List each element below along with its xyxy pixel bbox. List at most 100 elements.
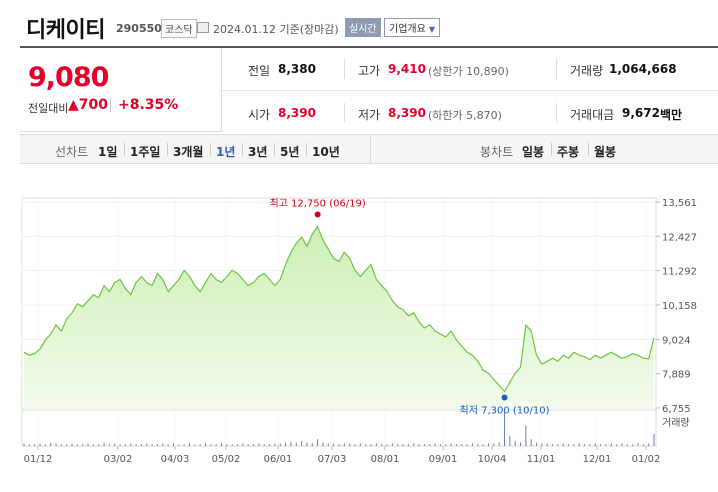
low-value: 8,390 <box>388 106 426 120</box>
up-arrow-icon: ▲ <box>68 97 79 113</box>
volume-bar <box>338 444 340 446</box>
change-value: ▲700 <box>68 97 108 113</box>
volume-bar <box>311 443 313 446</box>
period-tab-5[interactable]: 5년 <box>280 145 300 159</box>
company-info-button[interactable]: 기업개요 ▼ <box>384 18 440 37</box>
price-panel <box>20 48 222 132</box>
volume-bar <box>407 444 409 446</box>
divider <box>556 103 557 123</box>
chart-toolbar <box>20 134 718 164</box>
stats-row-divider <box>222 90 718 91</box>
volume-bar <box>509 435 511 446</box>
y-tick-label: 11,292 <box>662 267 697 278</box>
change-percent: +8.35% <box>118 97 179 113</box>
volume-bar <box>450 443 452 446</box>
volume-bar <box>60 444 62 446</box>
divider <box>306 143 307 156</box>
volume-bar <box>146 443 148 446</box>
y-tick-label: 12,427 <box>662 232 697 243</box>
period-tab-4[interactable]: 3년 <box>248 145 268 159</box>
volume-bar <box>317 439 319 446</box>
volume-bar <box>322 442 324 446</box>
volume-bar <box>301 440 303 446</box>
realtime-badge[interactable]: 실시간 <box>345 18 381 37</box>
volume-bar <box>370 444 372 446</box>
price-chart[interactable]: 13,561 12,427 11,292 10,158 9,024 7,889 6,755 0… <box>0 180 718 492</box>
divider <box>242 143 243 156</box>
volume-bar <box>98 444 100 446</box>
volume-bar <box>568 444 570 446</box>
volume-bar <box>616 444 618 446</box>
volume-bar <box>589 444 591 446</box>
volume-bar <box>423 444 425 446</box>
volume-bar <box>183 444 185 446</box>
divider <box>370 134 371 164</box>
volume-bar <box>151 444 153 446</box>
volume-bar <box>343 443 345 446</box>
volume-bar <box>600 444 602 446</box>
volume-bar <box>552 444 554 446</box>
volume-bar <box>520 442 522 446</box>
volume-bar <box>210 444 212 446</box>
volume-bar <box>172 443 174 446</box>
volume-bar <box>455 444 457 446</box>
volume-bar <box>114 443 116 446</box>
market-badge: 코스닥 <box>161 19 197 38</box>
volume-bar <box>103 442 105 446</box>
volume-bar <box>381 444 383 446</box>
max-annotation: 최고 12,750 (06/19) <box>269 198 365 210</box>
volume-bar <box>418 444 420 446</box>
divider <box>588 143 589 156</box>
volume-bar <box>156 444 158 446</box>
volume-bar <box>28 444 30 446</box>
candle-tab-0[interactable]: 일봉 <box>522 145 545 159</box>
price-line <box>23 225 655 393</box>
volume-bar <box>279 443 281 446</box>
volume-bar <box>205 443 207 446</box>
volume-bar <box>50 442 52 446</box>
divider <box>110 98 111 112</box>
volume-bar <box>167 444 169 446</box>
candle-tab-1[interactable]: 주봉 <box>557 145 580 159</box>
candle-tab-2[interactable]: 월봉 <box>594 145 617 159</box>
volume-bar <box>487 443 489 446</box>
volume-bar <box>536 442 538 446</box>
volume-bar <box>573 444 575 446</box>
volume-bar <box>365 444 367 446</box>
volume-bar <box>402 444 404 446</box>
period-tab-2[interactable]: 3개월 <box>173 145 204 159</box>
volume-bar <box>258 443 260 446</box>
change-label: 전일대비 <box>28 102 69 115</box>
volume-bar <box>610 443 612 446</box>
volume-bar <box>584 444 586 446</box>
y-tick-label: 13,561 <box>662 198 697 209</box>
volume-bar <box>189 443 191 446</box>
divider <box>274 143 275 156</box>
period-tab-1[interactable]: 1주일 <box>130 145 161 159</box>
volume-bar <box>55 443 57 446</box>
volume-bar <box>285 442 287 446</box>
volume-bar <box>482 444 484 446</box>
volume-bar <box>653 434 655 446</box>
period-tab-3[interactable]: 1년 <box>216 145 236 159</box>
volume-bar <box>135 444 137 446</box>
volume-bar <box>39 443 41 446</box>
volume-bar <box>119 444 121 446</box>
volume-bar <box>466 444 468 446</box>
prev-close-value: 8,380 <box>278 62 316 76</box>
period-tab-0[interactable]: 1일 <box>98 145 118 159</box>
volume-bar <box>471 443 473 446</box>
volume-bar <box>194 444 196 446</box>
period-tab-6[interactable]: 10년 <box>312 145 340 159</box>
volume-bar <box>306 442 308 446</box>
x-tick-label: 09/01 <box>429 454 458 465</box>
volume-value: 1,064,668 <box>609 62 677 76</box>
y-tick-label: 7,889 <box>662 370 691 381</box>
volume-bar <box>66 444 68 446</box>
volume-bar <box>514 440 516 446</box>
volume-bar <box>498 442 500 446</box>
volume-bar <box>439 444 441 446</box>
price-area <box>24 226 654 408</box>
divider <box>344 103 345 123</box>
x-tick-label: 08/01 <box>371 454 400 465</box>
